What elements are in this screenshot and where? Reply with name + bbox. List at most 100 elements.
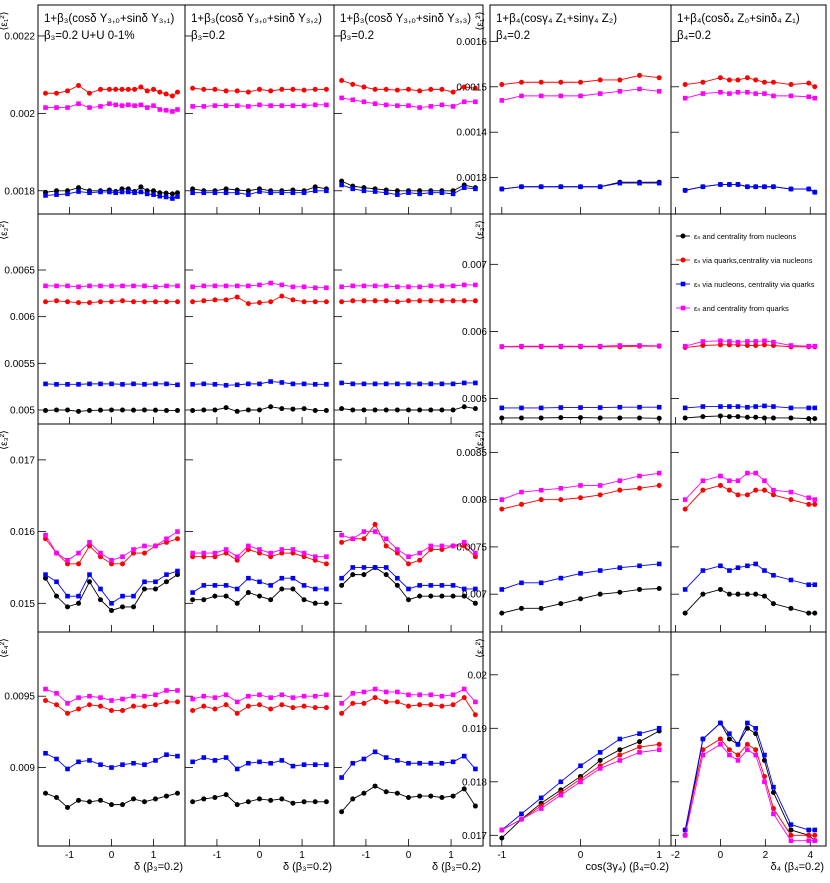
data-point-r2-c1-s3-8 — [279, 547, 285, 552]
data-point-r3-c0-s2-3 — [76, 759, 81, 765]
data-point-r0-c2-s1-1 — [350, 81, 356, 87]
data-point-r3-c1-s3-4 — [234, 699, 240, 705]
data-point-r2-c4-s3-5 — [745, 470, 750, 476]
data-point-r0-c4-s3-1 — [700, 91, 706, 96]
data-point-r3-c1-s0-2 — [212, 794, 218, 800]
data-point-r0-c0-s2-6 — [107, 189, 112, 195]
data-point-r0-c4-s3-3 — [727, 91, 732, 96]
data-point-r0-c1-s0-11 — [312, 184, 318, 190]
data-point-r0-c2-s1-10 — [450, 89, 456, 95]
data-point-r1-c1-s2-8 — [279, 380, 285, 385]
data-point-r0-c0-s3-14 — [157, 107, 163, 112]
data-point-r2-c3-s2-4 — [578, 571, 583, 576]
data-point-r1-c1-s0-2 — [212, 407, 218, 413]
data-point-r0-c1-s3-4 — [234, 103, 240, 108]
data-point-r1-c0-s0-4 — [86, 407, 92, 413]
data-point-r1-c1-s1-4 — [234, 294, 240, 300]
data-point-r2-c0-s2-11 — [164, 572, 169, 577]
data-point-r0-c2-s2-6 — [406, 190, 411, 196]
data-point-r1-c4-s2-6 — [753, 404, 758, 409]
ytick-label-r2-c0-2: 0.017 — [10, 455, 35, 466]
data-point-r0-c0-s2-12 — [144, 191, 150, 197]
data-point-r2-c4-s3-2 — [718, 473, 723, 479]
data-point-r1-c3-s2-4 — [578, 405, 583, 410]
data-point-r1-c2-s3-5 — [395, 284, 400, 290]
data-point-r0-c1-s2-5 — [246, 192, 251, 197]
data-point-r3-c4-s2-0 — [682, 827, 688, 833]
data-point-r1-c4-s3-6 — [753, 339, 758, 344]
data-point-r3-c0-s0-3 — [76, 797, 82, 803]
data-point-r0-c0-s2-1 — [54, 192, 59, 197]
data-point-r0-c2-s2-5 — [395, 192, 400, 197]
panel-title-c1-line1: β₃=0.2 — [191, 30, 225, 42]
data-point-r0-c2-s2-2 — [361, 188, 367, 194]
data-point-r2-c2-s2-3 — [372, 565, 378, 570]
data-point-r3-c3-s2-3 — [558, 779, 564, 785]
ytick-label-r0-c0-1: 0.002 — [10, 109, 35, 120]
data-point-r3-c0-s0-12 — [174, 790, 180, 796]
data-point-r1-c1-s2-11 — [312, 382, 318, 387]
data-point-r3-c1-s2-10 — [301, 762, 307, 767]
data-point-r1-c3-s3-5 — [597, 343, 603, 349]
data-point-r1-c1-s0-0 — [190, 407, 196, 413]
data-point-r2-c1-s1-12 — [323, 561, 329, 567]
data-point-r1-c1-s3-9 — [290, 284, 296, 290]
data-point-r3-c0-s0-4 — [86, 799, 92, 805]
data-point-r1-c4-s0-11 — [812, 416, 818, 422]
data-point-r3-c2-s0-12 — [472, 803, 478, 809]
data-point-r2-c3-s0-6 — [617, 589, 623, 595]
data-point-r3-c2-s2-8 — [428, 760, 434, 766]
data-point-r1-c0-s1-9 — [141, 299, 147, 305]
data-point-r3-c2-s3-2 — [361, 689, 367, 695]
data-point-r1-c4-s0-9 — [788, 415, 794, 421]
data-point-r3-c2-s0-6 — [406, 794, 411, 800]
data-point-r3-c1-s1-11 — [312, 705, 318, 711]
data-point-r3-c0-s3-11 — [164, 688, 169, 693]
data-point-r1-c3-s2-8 — [656, 404, 662, 410]
data-point-r3-c1-s3-12 — [324, 692, 329, 698]
data-point-r1-c0-s0-7 — [120, 407, 126, 413]
data-point-r0-c0-s3-16 — [170, 109, 175, 114]
data-point-r1-c4-s2-4 — [735, 404, 741, 409]
data-point-r1-c1-s3-2 — [212, 283, 218, 289]
data-point-r3-c4-s2-9 — [788, 822, 794, 827]
data-point-r2-c1-s0-10 — [301, 597, 307, 603]
data-point-r0-c0-s3-13 — [151, 103, 156, 108]
data-point-r2-c1-s2-5 — [246, 575, 251, 581]
data-point-r0-c0-s3-10 — [132, 103, 137, 108]
ytick-label-r1-c0-3: 0.0065 — [4, 266, 35, 277]
data-point-r3-c0-s3-7 — [120, 696, 125, 702]
data-point-r3-c0-s0-6 — [109, 802, 114, 808]
data-point-r2-c3-s3-2 — [538, 487, 544, 493]
data-point-r1-c1-s0-6 — [257, 407, 262, 413]
data-point-r2-c1-s2-12 — [324, 586, 329, 592]
data-point-r0-c1-s2-0 — [190, 190, 195, 196]
data-point-r0-c2-s0-0 — [339, 178, 345, 184]
data-point-r3-c1-s2-6 — [257, 759, 262, 765]
data-point-r0-c0-s1-3 — [76, 83, 82, 89]
data-point-r1-c0-s1-4 — [86, 300, 92, 306]
ytick-label-r2-c0-1: 0.016 — [10, 527, 35, 538]
data-point-r3-c0-s2-0 — [43, 750, 48, 756]
data-point-r3-c0-s2-2 — [65, 766, 70, 772]
data-point-r3-c0-s3-9 — [142, 693, 147, 699]
data-point-r2-c3-s3-0 — [499, 497, 505, 502]
data-point-r3-c2-s0-3 — [372, 783, 378, 789]
data-point-r1-c0-s0-6 — [109, 407, 114, 413]
data-point-r1-c1-s3-8 — [279, 282, 285, 288]
data-point-r3-c2-s1-4 — [383, 699, 389, 705]
data-point-r0-c1-s3-11 — [312, 102, 318, 108]
ytick-label-r3-c0-1: 0.0095 — [4, 692, 35, 703]
data-point-r1-c0-s3-2 — [65, 283, 70, 289]
series-line-r2-c3-s2 — [501, 563, 660, 590]
data-point-r1-c4-s3-10 — [806, 343, 812, 349]
data-point-r2-c3-s2-1 — [519, 580, 524, 586]
data-point-r0-c2-s1-12 — [472, 85, 478, 91]
data-point-r3-c4-s1-4 — [735, 752, 741, 758]
data-point-r1-c4-s1-6 — [753, 343, 759, 349]
data-point-r1-c2-s3-2 — [361, 283, 367, 289]
data-point-r2-c1-s1-8 — [279, 550, 285, 556]
data-point-r3-c2-s2-5 — [395, 758, 400, 763]
data-point-r2-c2-s3-6 — [406, 554, 411, 559]
data-point-r1-c4-s1-2 — [717, 342, 723, 348]
